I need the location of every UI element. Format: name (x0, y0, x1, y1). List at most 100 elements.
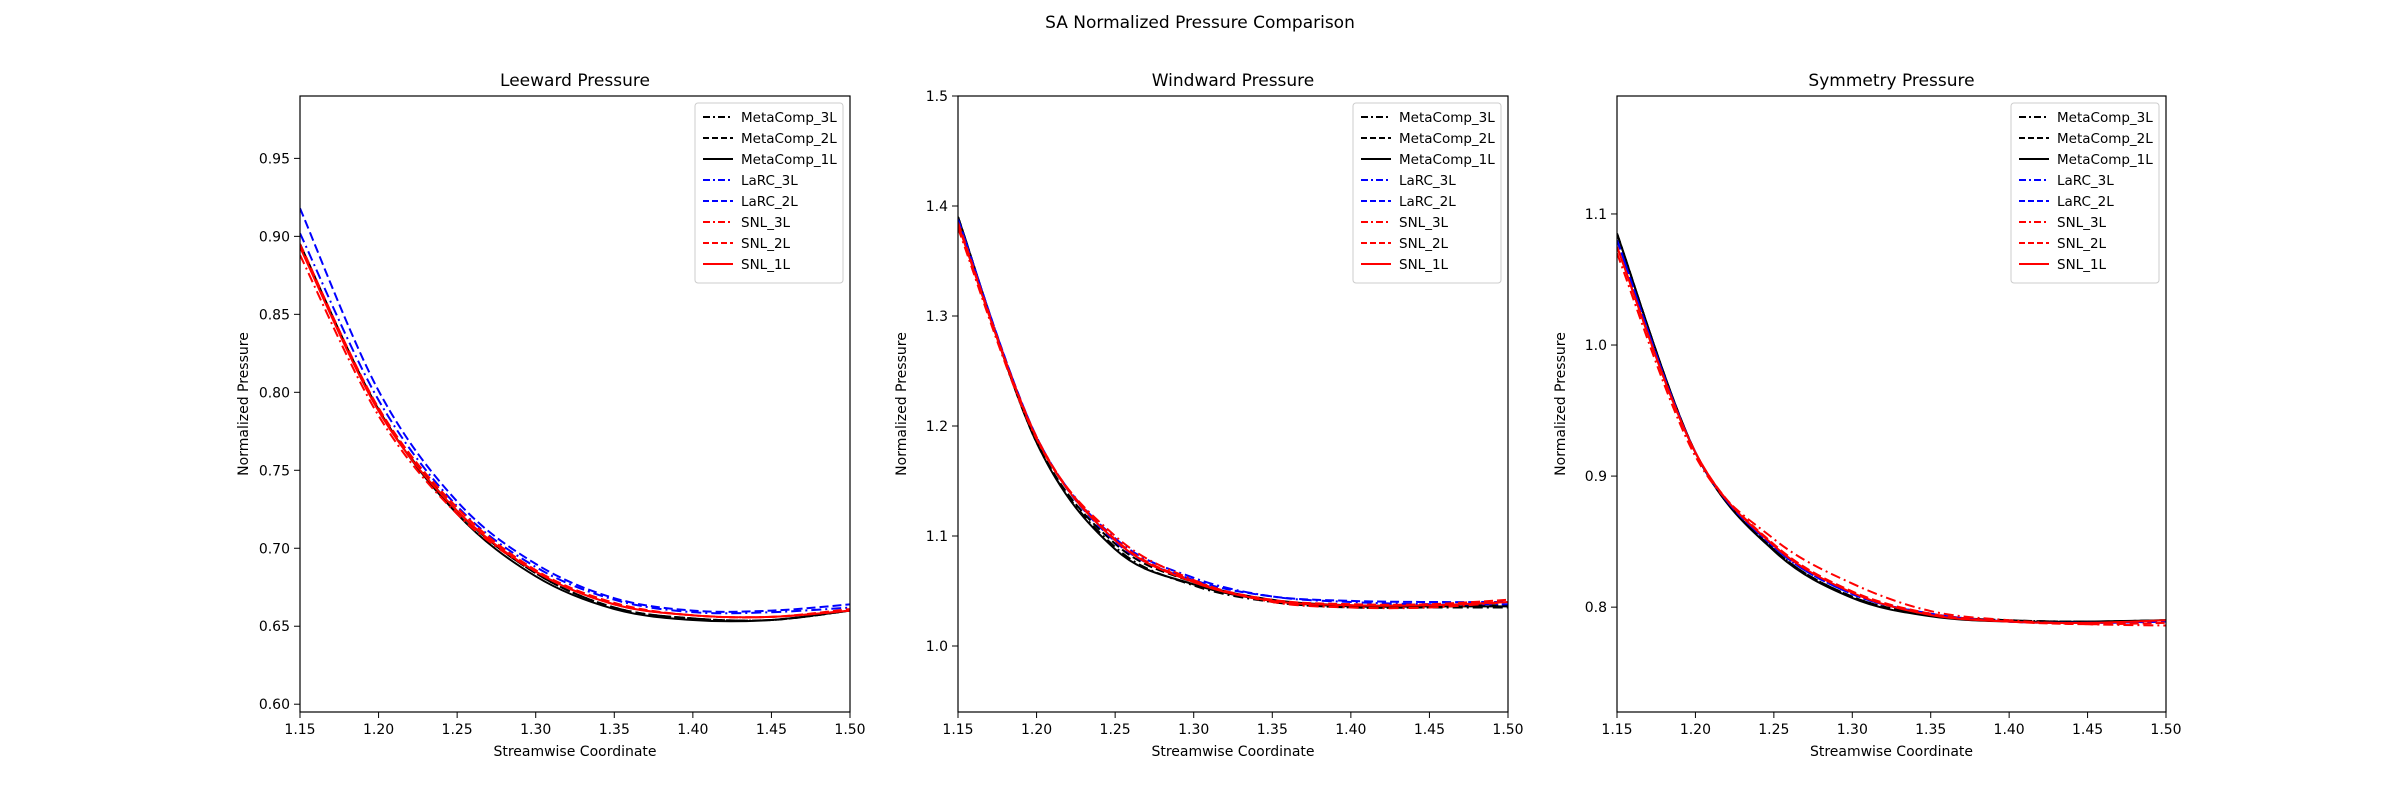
series-lines (958, 216, 1508, 610)
x-tick-label: 1.35 (1257, 722, 1288, 738)
x-tick-label: 1.30 (1178, 722, 1209, 738)
series-line-metacomp-1l (300, 243, 850, 623)
y-axis-label: Normalized Pressure (236, 332, 252, 476)
x-tick-label: 1.20 (1680, 722, 1711, 738)
y-tick-label: 0.90 (259, 229, 290, 245)
axes-frame (299, 95, 851, 713)
series-line-metacomp-3l (1617, 233, 2166, 623)
series-line-metacomp-1l (1617, 233, 2166, 624)
legend-entry-label: SNL_3L (1399, 215, 1449, 231)
legend: MetaComp_3L MetaComp_2L MetaComp_1L LaRC_3L… (2010, 102, 2160, 284)
series-line-metacomp-3l (300, 243, 850, 622)
legend-entry-label: LaRC_3L (1399, 173, 1456, 189)
x-tick-label: 1.40 (1994, 722, 2025, 738)
legend-entry-label: LaRC_2L (2057, 194, 2114, 210)
x-tick-label: 1.50 (1492, 722, 1523, 738)
legend-entry-label: SNL_2L (2057, 236, 2107, 252)
x-tick-label: 1.20 (1021, 722, 1052, 738)
legend-entry-label: MetaComp_1L (1399, 152, 1495, 168)
y-tick-label: 1.0 (926, 639, 948, 655)
series-line-larc-3l (300, 232, 850, 615)
y-tick-label: 0.60 (259, 697, 290, 713)
chart-title: Windward Pressure (1152, 71, 1315, 91)
chart-title: Symmetry Pressure (1808, 71, 1974, 91)
series-line-metacomp-2l (1617, 233, 2166, 623)
series-line-snl-1l (958, 224, 1508, 607)
series-line-larc-2l (300, 207, 850, 613)
x-tick-label: 1.40 (677, 722, 708, 738)
legend-entry-label: LaRC_3L (2057, 173, 2114, 189)
chart-panel-3: Symmetry Pressure 1.15 1.20 1.25 1.30 1.35 1.4… (1553, 71, 2182, 760)
series-lines (1617, 233, 2166, 627)
y-tick-label: 0.80 (259, 385, 290, 401)
y-tick-label: 1.3 (926, 309, 948, 325)
x-tick-label: 1.50 (834, 722, 865, 738)
x-tick-label: 1.30 (520, 722, 551, 738)
x-tick-label: 1.30 (1837, 722, 1868, 738)
series-line-larc-2l (1617, 239, 2166, 624)
x-tick-label: 1.15 (284, 722, 315, 738)
series-line-snl-3l (300, 254, 850, 619)
y-tick-label: 1.0 (1585, 338, 1607, 354)
series-line-snl-3l (958, 227, 1508, 610)
x-tick-label: 1.20 (363, 722, 394, 738)
x-axis-label: Streamwise Coordinate (1151, 744, 1314, 760)
series-line-metacomp-2l (300, 243, 850, 622)
axes-frame (957, 95, 1509, 713)
y-tick-label: 1.1 (1585, 207, 1607, 223)
chart-panel-1: Leeward Pressure 1.15 1.20 1.25 1.30 1.35 1.40… (236, 71, 866, 760)
series-line-snl-3l (1617, 252, 2166, 627)
x-tick-label: 1.25 (1100, 722, 1131, 738)
legend: MetaComp_3L MetaComp_2L MetaComp_1L LaRC_3L… (694, 102, 844, 284)
x-tick-label: 1.15 (1601, 722, 1632, 738)
legend-entry-label: SNL_2L (741, 236, 791, 252)
legend-entry-label: MetaComp_2L (2057, 131, 2153, 147)
legend-box (2010, 102, 2160, 284)
legend-entry-label: SNL_3L (2057, 215, 2107, 231)
legend-entry-label: MetaComp_1L (2057, 152, 2153, 168)
y-tick-label: 0.95 (259, 151, 290, 167)
y-axis-label: Normalized Pressure (1553, 332, 1569, 476)
x-tick-label: 1.15 (942, 722, 973, 738)
legend-entry-label: SNL_1L (1399, 257, 1449, 273)
x-tick-label: 1.45 (1414, 722, 1445, 738)
figure-title: SA Normalized Pressure Comparison (1045, 13, 1355, 33)
y-tick-label: 0.75 (259, 463, 290, 479)
legend-entry-label: LaRC_2L (741, 194, 798, 210)
legend-entry-label: LaRC_3L (741, 173, 798, 189)
series-lines (300, 207, 850, 623)
series-line-larc-3l (1617, 239, 2166, 624)
legend-entry-label: SNL_2L (1399, 236, 1449, 252)
x-tick-label: 1.45 (756, 722, 787, 738)
axes-frame (1616, 95, 2167, 713)
legend-entry-label: SNL_1L (741, 257, 791, 273)
legend-entry-label: MetaComp_1L (741, 152, 837, 168)
series-line-snl-1l (1617, 246, 2166, 624)
legend-entry-label: MetaComp_3L (1399, 110, 1495, 126)
y-tick-label: 0.9 (1585, 469, 1607, 485)
legend: MetaComp_3L MetaComp_2L MetaComp_1L LaRC_3L… (1352, 102, 1502, 284)
x-axis-label: Streamwise Coordinate (1810, 744, 1973, 760)
y-tick-label: 1.5 (926, 89, 948, 105)
x-tick-label: 1.45 (2072, 722, 2103, 738)
series-line-snl-2l (1617, 246, 2166, 626)
y-axis-label: Normalized Pressure (894, 332, 910, 476)
x-tick-label: 1.35 (1915, 722, 1946, 738)
legend-entry-label: MetaComp_3L (2057, 110, 2153, 126)
x-tick-label: 1.35 (599, 722, 630, 738)
legend-entry-label: SNL_3L (741, 215, 791, 231)
x-tick-label: 1.25 (442, 722, 473, 738)
y-tick-label: 0.70 (259, 541, 290, 557)
chart-title: Leeward Pressure (500, 71, 650, 91)
y-tick-label: 1.1 (926, 529, 948, 545)
legend-box (694, 102, 844, 284)
x-tick-label: 1.50 (2150, 722, 2181, 738)
y-tick-label: 0.85 (259, 307, 290, 323)
legend-entry-label: MetaComp_3L (741, 110, 837, 126)
x-tick-label: 1.25 (1758, 722, 1789, 738)
x-tick-label: 1.40 (1335, 722, 1366, 738)
y-tick-label: 1.4 (926, 199, 948, 215)
legend-entry-label: MetaComp_2L (1399, 131, 1495, 147)
